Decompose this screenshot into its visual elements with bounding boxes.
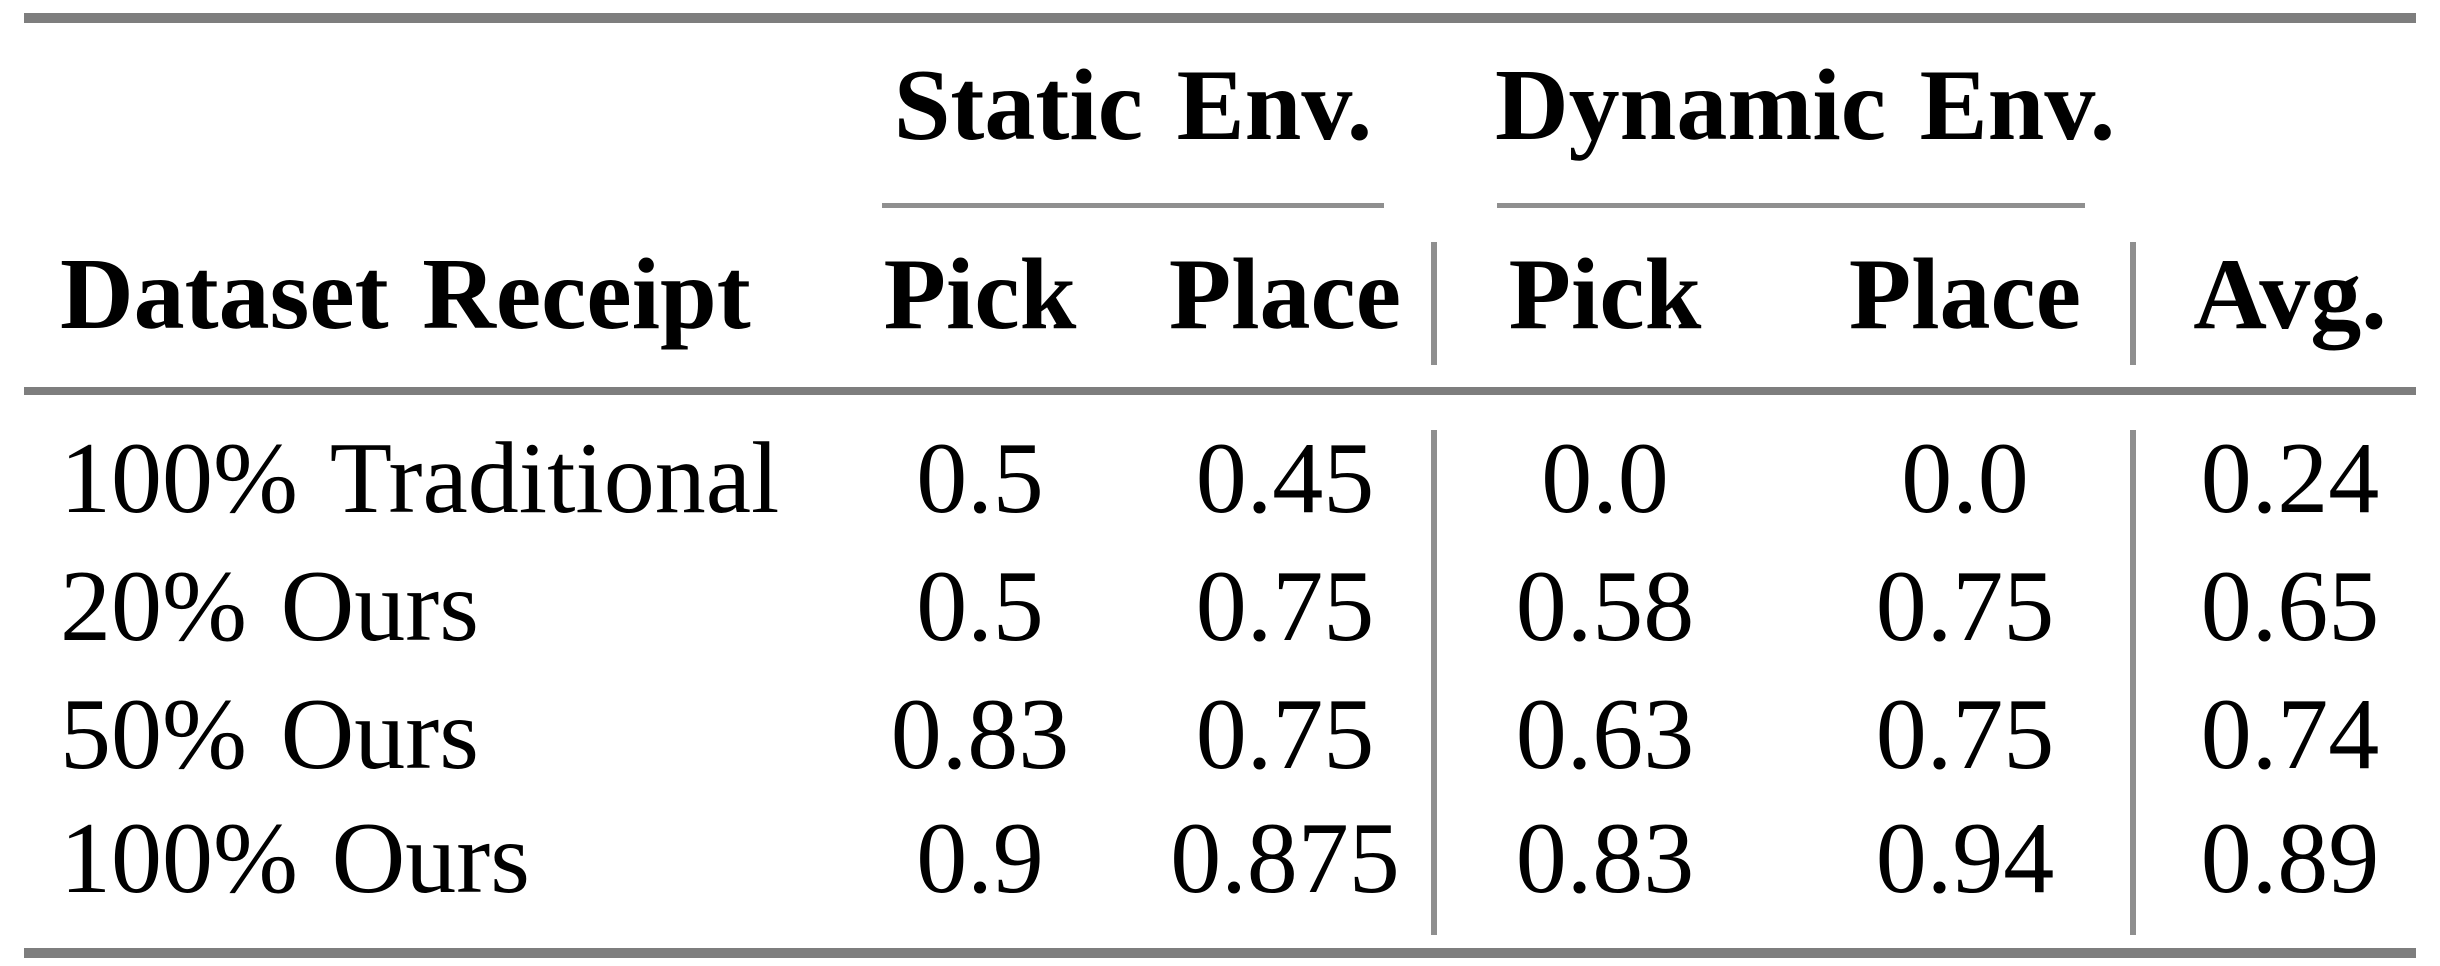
dynamic-env-underline-rule	[1497, 203, 2085, 208]
table-cell: 0.75	[1875, 550, 2055, 663]
table-cell: 0.75	[1875, 678, 2055, 791]
column-header-static-place: Place	[1168, 238, 1402, 351]
column-header-avg: Avg.	[2193, 238, 2387, 351]
table-cell: 0.63	[1515, 678, 1695, 791]
group-header-dynamic-env: Dynamic Env.	[1495, 49, 2116, 162]
table-cell: 0.5	[916, 422, 1044, 535]
table-cell: 0.65	[2200, 550, 2380, 663]
header-vertical-rule-static-dynamic	[1431, 242, 1437, 365]
static-env-underline-rule	[882, 203, 1384, 208]
body-vertical-rule-dynamic-avg	[2130, 430, 2136, 935]
column-header-static-pick: Pick	[883, 238, 1077, 351]
row-label: 100% Traditional	[60, 422, 780, 535]
table-cell: 0.83	[1515, 802, 1695, 915]
row-label: 20% Ours	[60, 550, 479, 663]
table-top-rule	[24, 13, 2416, 23]
table-cell: 0.0	[1901, 422, 2029, 535]
table-cell: 0.89	[2200, 802, 2380, 915]
table-cell: 0.9	[916, 802, 1044, 915]
table-header-divider-rule	[24, 387, 2416, 395]
table-cell: 0.0	[1541, 422, 1669, 535]
table-cell: 0.75	[1195, 550, 1375, 663]
table-cell: 0.24	[2200, 422, 2380, 535]
table-cell: 0.94	[1875, 802, 2055, 915]
column-header-dataset-receipt: Dataset Receipt	[60, 238, 751, 351]
header-vertical-rule-dynamic-avg	[2130, 242, 2136, 365]
group-header-static-env: Static Env.	[893, 49, 1373, 162]
table-bottom-rule	[24, 948, 2416, 958]
column-header-dynamic-place: Place	[1848, 238, 2082, 351]
row-label: 50% Ours	[60, 678, 479, 791]
table-cell: 0.75	[1195, 678, 1375, 791]
row-label: 100% Ours	[60, 802, 530, 915]
table-cell: 0.875	[1170, 802, 1400, 915]
body-vertical-rule-static-dynamic	[1431, 430, 1437, 935]
table-cell: 0.83	[890, 678, 1070, 791]
table-cell: 0.58	[1515, 550, 1695, 663]
column-header-dynamic-pick: Pick	[1508, 238, 1702, 351]
table-cell: 0.45	[1195, 422, 1375, 535]
table-cell: 0.74	[2200, 678, 2380, 791]
table-cell: 0.5	[916, 550, 1044, 663]
